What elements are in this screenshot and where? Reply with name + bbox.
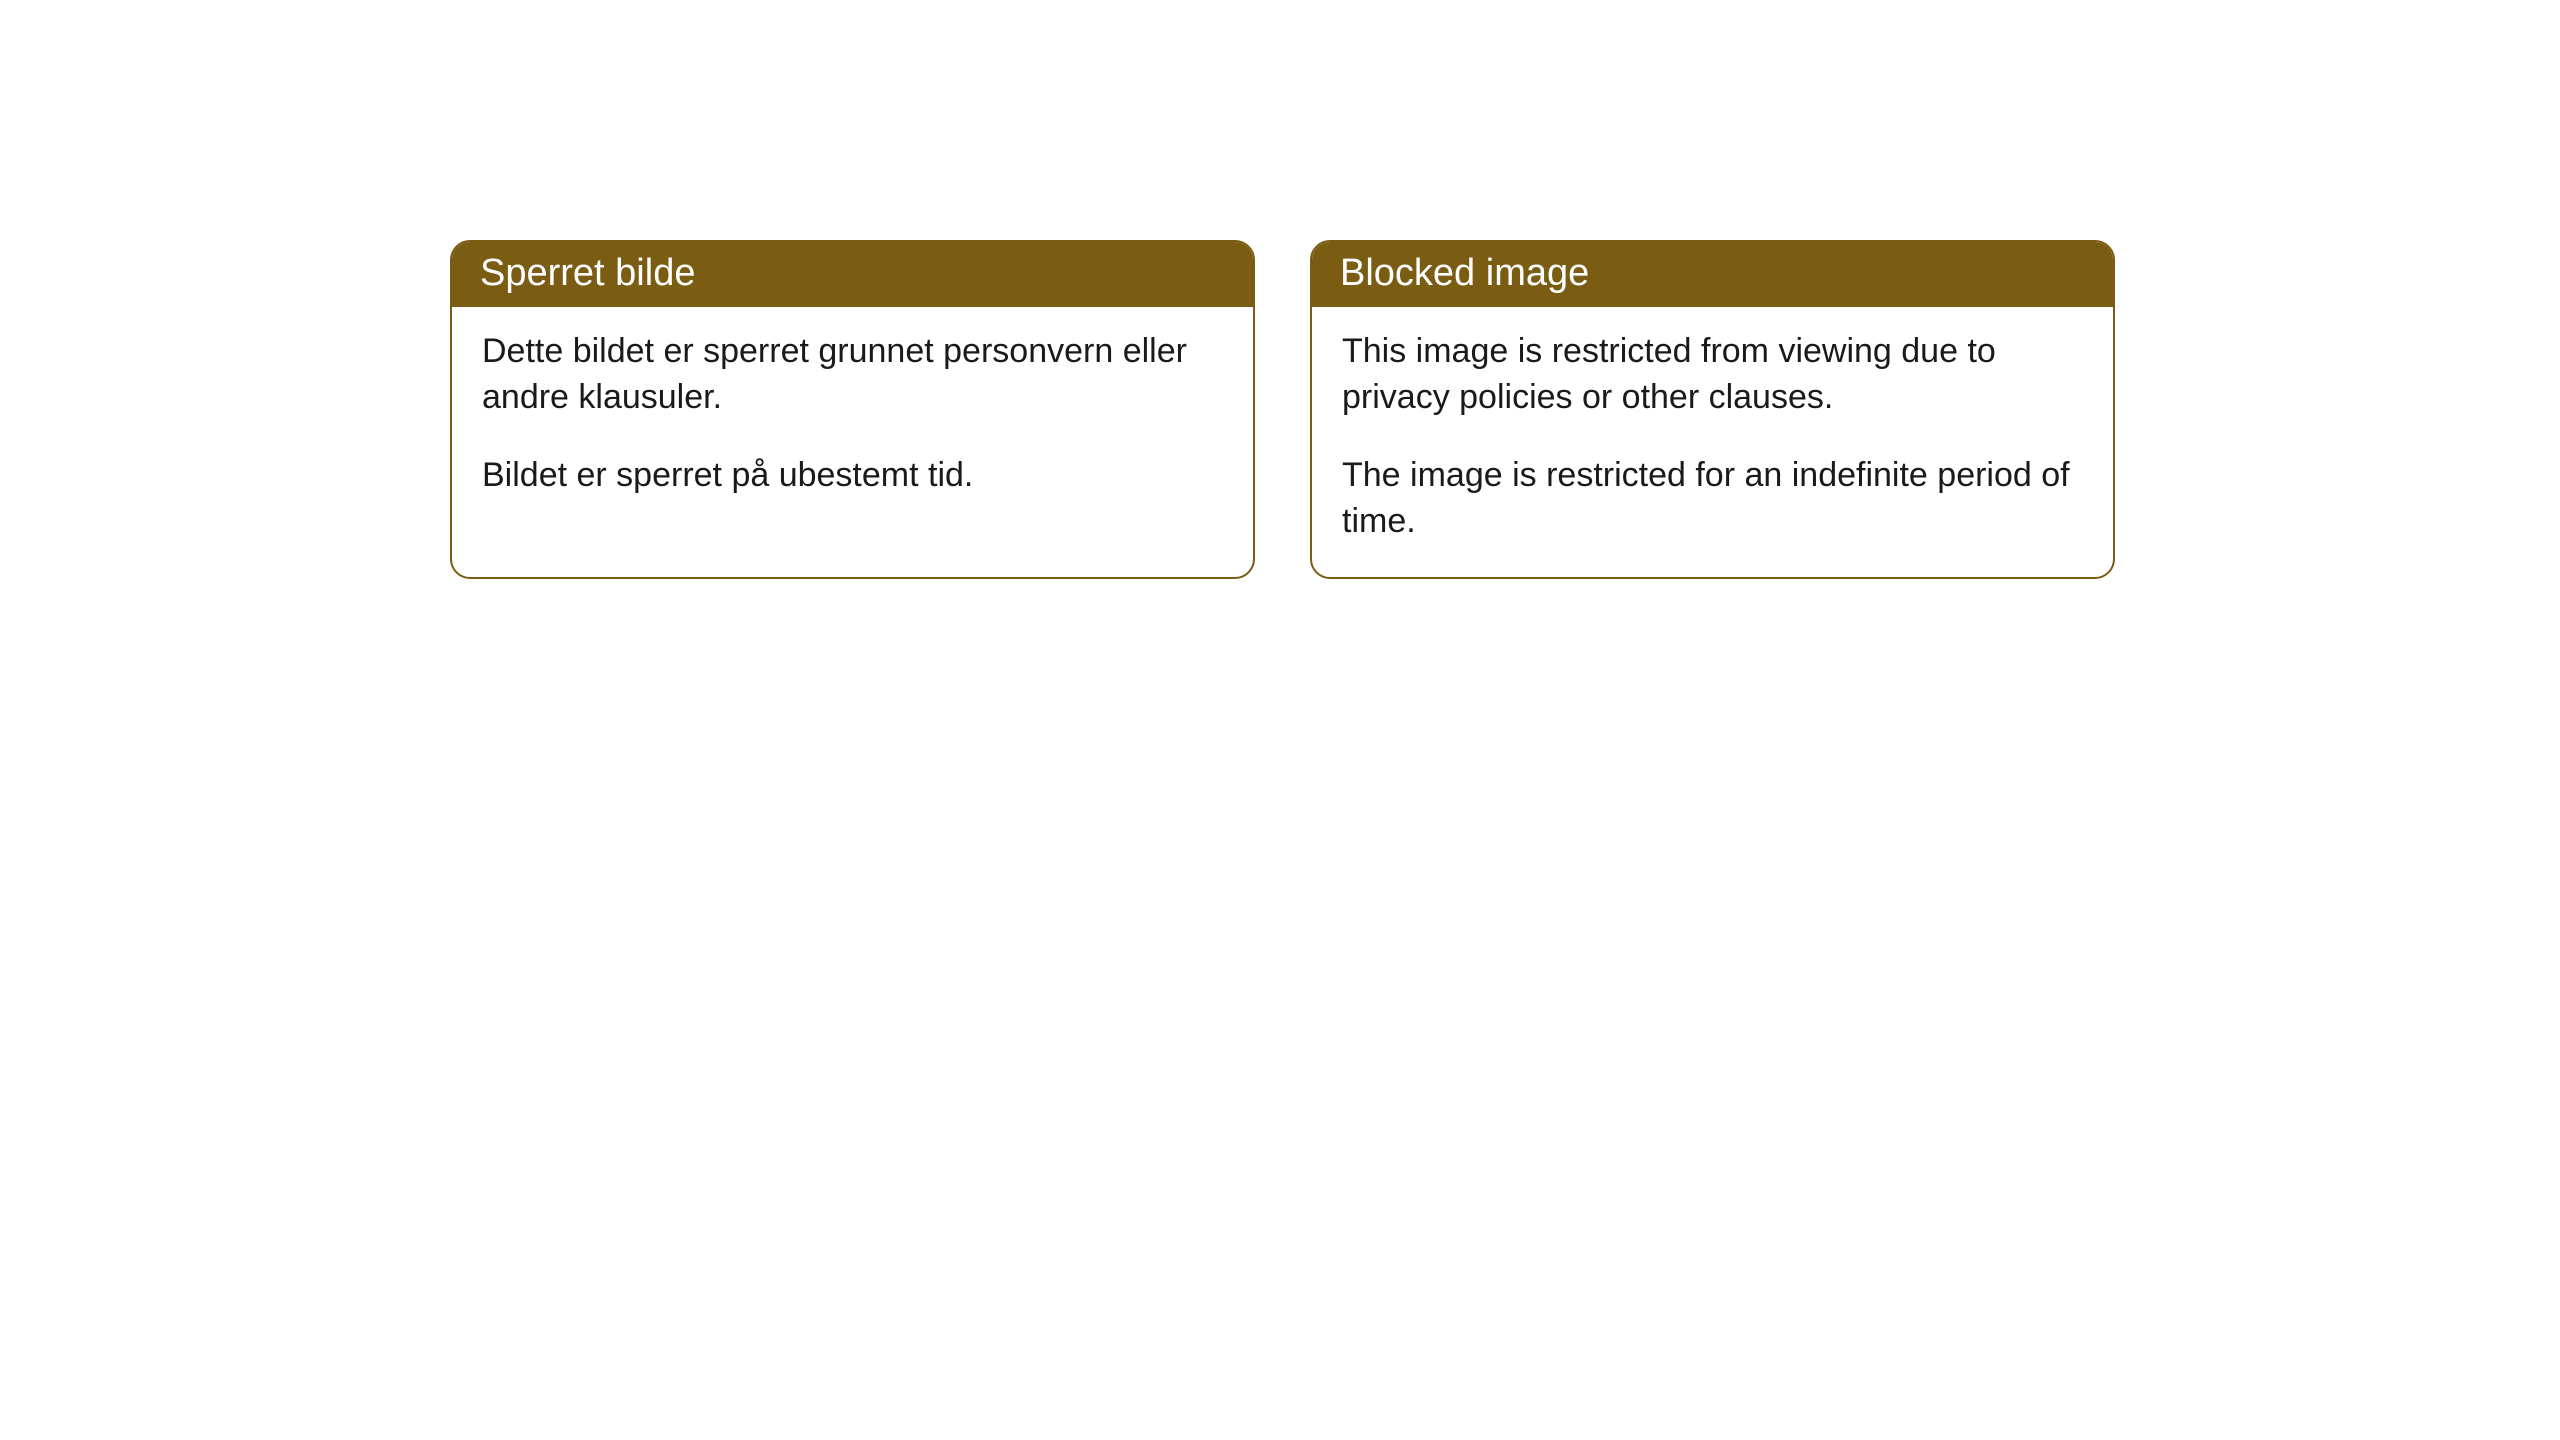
card-paragraph: This image is restricted from viewing du… — [1342, 329, 2083, 421]
blocked-image-card-english: Blocked image This image is restricted f… — [1310, 240, 2115, 579]
card-body: This image is restricted from viewing du… — [1312, 307, 2113, 577]
card-paragraph: Bildet er sperret på ubestemt tid. — [482, 453, 1223, 499]
card-title: Sperret bilde — [480, 252, 695, 294]
card-header: Sperret bilde — [452, 242, 1253, 307]
card-title: Blocked image — [1340, 252, 1589, 294]
card-paragraph: The image is restricted for an indefinit… — [1342, 453, 2083, 545]
card-body: Dette bildet er sperret grunnet personve… — [452, 307, 1253, 531]
card-paragraph: Dette bildet er sperret grunnet personve… — [482, 329, 1223, 421]
notice-container: Sperret bilde Dette bildet er sperret gr… — [450, 240, 2115, 579]
card-header: Blocked image — [1312, 242, 2113, 307]
blocked-image-card-norwegian: Sperret bilde Dette bildet er sperret gr… — [450, 240, 1255, 579]
